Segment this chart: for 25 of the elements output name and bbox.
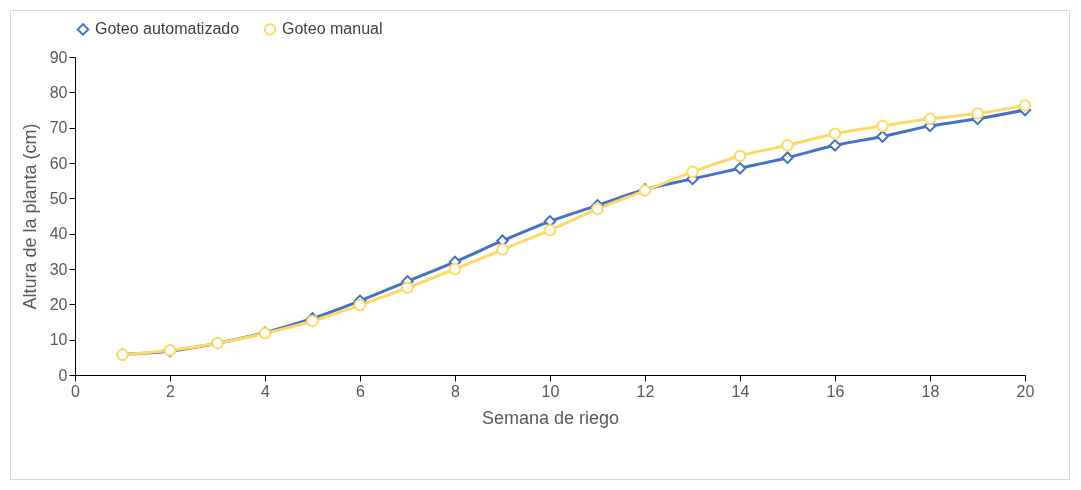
y-tick-label: 40 [49, 225, 68, 243]
x-tick-label: 2 [166, 382, 176, 400]
x-tick-label: 18 [921, 382, 940, 400]
y-tick-label: 0 [58, 366, 68, 384]
x-tick-label: 4 [261, 382, 271, 400]
y-tick-label: 20 [49, 295, 68, 313]
y-tick-label: 50 [49, 189, 68, 207]
x-tick-label: 0 [71, 382, 81, 400]
x-axis-title: Semana de riego [481, 407, 620, 428]
y-tick-label: 80 [49, 83, 68, 101]
x-tick-label: 10 [541, 382, 560, 400]
x-tick-label: 14 [731, 382, 750, 400]
y-axis-title: Altura de la planta (cm) [19, 123, 40, 310]
legend-label: Goteo manual [282, 20, 383, 38]
y-tick-label: 60 [49, 154, 68, 172]
x-tick-label: 6 [356, 382, 366, 400]
legend-label: Goteo automatizado [95, 20, 240, 38]
y-tick-label: 10 [49, 331, 68, 349]
x-tick-label: 16 [826, 382, 845, 400]
x-tick-label: 20 [1016, 382, 1035, 400]
x-tick-label: 8 [451, 382, 461, 400]
y-tick-label: 90 [49, 48, 68, 66]
y-tick-label: 70 [49, 119, 68, 137]
y-tick-label: 30 [49, 260, 68, 278]
x-tick-label: 12 [636, 382, 655, 400]
